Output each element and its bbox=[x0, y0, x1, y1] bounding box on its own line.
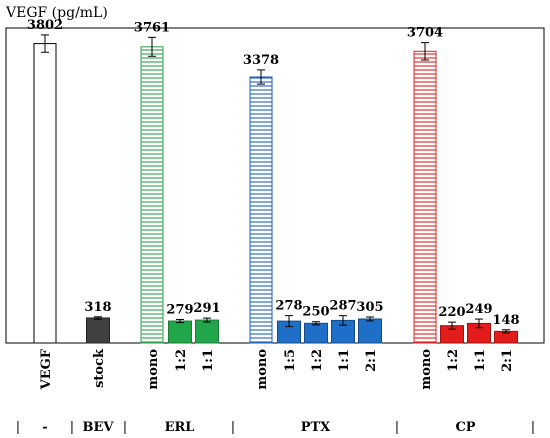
value-label-7: 250 bbox=[302, 305, 329, 320]
category-label-11: 1:2 bbox=[446, 349, 461, 372]
error-bar-1 bbox=[94, 316, 102, 320]
error-bar-5 bbox=[257, 69, 265, 85]
category-label-3: 1:2 bbox=[174, 349, 189, 372]
value-label-4: 291 bbox=[193, 301, 220, 316]
group-label-control: - bbox=[42, 420, 47, 435]
category-label-5: mono bbox=[255, 349, 270, 390]
value-label-13: 148 bbox=[492, 313, 519, 328]
error-bar-0 bbox=[41, 34, 49, 53]
value-label-8: 287 bbox=[329, 299, 356, 314]
value-label-10: 3704 bbox=[407, 26, 443, 41]
error-bar-13 bbox=[502, 329, 510, 334]
bar-2 bbox=[140, 46, 164, 344]
group-separator-4: | bbox=[395, 420, 399, 435]
category-label-1: stock bbox=[92, 348, 107, 388]
bars-layer bbox=[33, 34, 518, 344]
group-separator-1: | bbox=[70, 420, 74, 435]
value-label-11: 220 bbox=[438, 305, 465, 320]
value-label-9: 305 bbox=[356, 300, 383, 315]
bar-5 bbox=[249, 76, 273, 344]
group-separator-5: | bbox=[531, 420, 535, 435]
value-label-0: 3802 bbox=[27, 18, 63, 33]
group-separator-0: | bbox=[16, 420, 20, 435]
category-label-0: VEGF bbox=[39, 348, 54, 390]
value-label-6: 278 bbox=[275, 299, 302, 314]
group-label-erl: ERL bbox=[165, 420, 195, 435]
value-label-5: 3378 bbox=[243, 53, 279, 68]
category-label-8: 1:1 bbox=[337, 349, 352, 372]
error-bar-11 bbox=[448, 321, 456, 330]
category-label-2: mono bbox=[146, 349, 161, 390]
bar-4 bbox=[195, 319, 219, 344]
category-label-9: 2:1 bbox=[364, 349, 379, 372]
error-bar-12 bbox=[475, 318, 483, 329]
error-bar-2 bbox=[148, 36, 156, 57]
bar-10 bbox=[413, 50, 437, 344]
value-label-3: 279 bbox=[166, 302, 193, 317]
y-axis-title: VEGF (pg/mL) bbox=[5, 5, 108, 21]
error-bar-4 bbox=[203, 317, 211, 323]
value-label-2: 3761 bbox=[134, 20, 170, 35]
category-label-13: 2:1 bbox=[500, 349, 515, 372]
group-separator-2: | bbox=[123, 420, 127, 435]
category-label-6: 1:5 bbox=[283, 349, 298, 372]
category-label-12: 1:1 bbox=[473, 349, 488, 372]
plot-frame bbox=[5, 27, 545, 344]
error-bar-8 bbox=[339, 315, 347, 326]
error-bar-3 bbox=[176, 318, 184, 324]
value-label-1: 318 bbox=[84, 300, 111, 315]
group-label-cp: CP bbox=[455, 420, 475, 435]
bar-1 bbox=[86, 317, 110, 344]
labels-layer: 3802 VEGF 318 stock 3761 mono 279 1:2 291 1:1 3378… bbox=[16, 18, 535, 435]
error-bar-7 bbox=[312, 321, 320, 326]
group-separator-3: | bbox=[231, 420, 235, 435]
bar-7 bbox=[304, 322, 328, 344]
error-bar-6 bbox=[285, 315, 293, 328]
category-label-4: 1:1 bbox=[201, 349, 216, 372]
bar-0 bbox=[33, 43, 57, 344]
bar-3 bbox=[168, 320, 192, 344]
category-label-10: mono bbox=[419, 349, 434, 390]
group-label-ptx: PTX bbox=[301, 420, 331, 435]
value-label-12: 249 bbox=[465, 302, 492, 317]
error-bar-10 bbox=[421, 42, 429, 61]
error-bar-9 bbox=[366, 316, 374, 322]
group-label-bev: BEV bbox=[83, 420, 115, 435]
bar-9 bbox=[358, 318, 382, 344]
category-label-7: 1:2 bbox=[310, 349, 325, 372]
